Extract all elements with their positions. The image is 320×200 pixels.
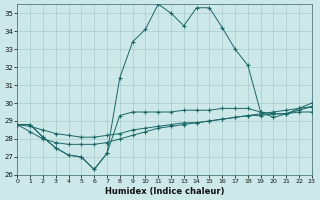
X-axis label: Humidex (Indice chaleur): Humidex (Indice chaleur): [105, 187, 224, 196]
